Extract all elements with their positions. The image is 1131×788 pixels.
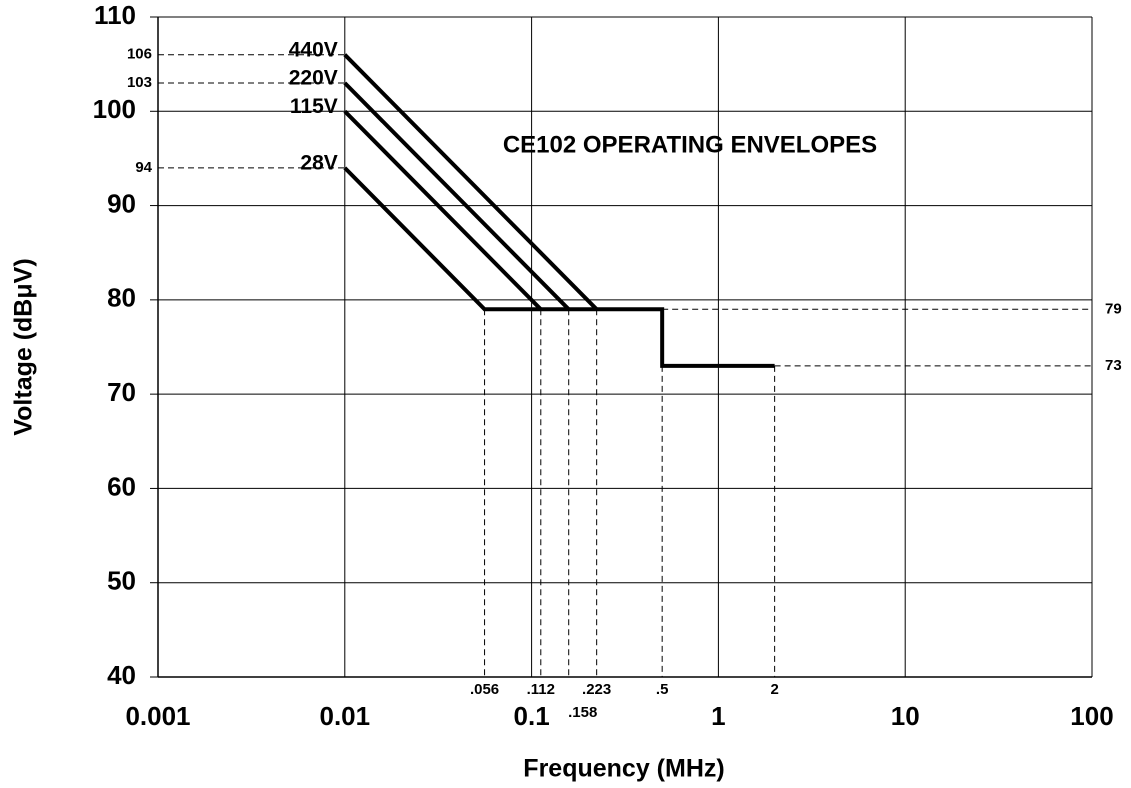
reference-label: 73 — [1105, 357, 1122, 374]
series-label: 28V — [300, 151, 337, 174]
y-axis-label: Voltage (dBμV) — [10, 258, 38, 435]
series-line — [343, 53, 599, 311]
reference-label: 94 — [135, 159, 152, 176]
y-tick-label: 110 — [94, 0, 136, 30]
reference-label: .158 — [568, 704, 597, 721]
y-tick-label: 70 — [107, 377, 136, 407]
chart-title: CE102 OPERATING ENVELOPES — [503, 131, 877, 158]
x-tick-label: 100 — [1070, 701, 1113, 731]
reference-label: 106 — [127, 46, 152, 63]
x-axis-label: Frequency (MHz) — [523, 755, 724, 783]
x-tick-label: 0.1 — [514, 701, 550, 731]
x-tick-label: 10 — [891, 701, 920, 731]
reference-label: .5 — [656, 681, 669, 698]
reference-label: .223 — [582, 681, 611, 698]
series-label: 115V — [290, 95, 338, 118]
series-label: 220V — [289, 67, 338, 90]
y-tick-label: 60 — [107, 471, 136, 501]
reference-label: .056 — [470, 681, 499, 698]
y-tick-label: 100 — [93, 94, 136, 124]
series-line — [343, 166, 775, 368]
y-tick-label: 80 — [107, 283, 136, 313]
series-line — [343, 109, 543, 311]
reference-label: 2 — [770, 681, 778, 698]
x-tick-label: 1 — [711, 701, 725, 731]
reference-label: 103 — [127, 74, 152, 91]
reference-label: 79 — [1105, 300, 1122, 317]
series-line — [343, 81, 571, 311]
series-label: 440V — [289, 38, 338, 61]
y-tick-label: 50 — [107, 566, 136, 596]
x-tick-label: 0.001 — [125, 701, 190, 731]
reference-label: .112 — [527, 681, 555, 698]
y-tick-label: 90 — [107, 188, 136, 218]
x-tick-label: 0.01 — [319, 701, 370, 731]
y-tick-label: 40 — [107, 660, 136, 690]
